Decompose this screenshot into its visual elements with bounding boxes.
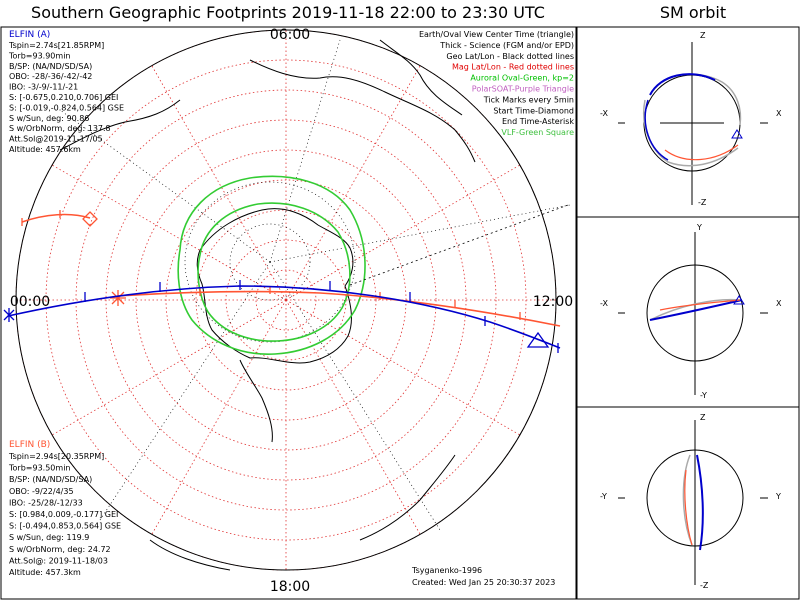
elfin-a-markers xyxy=(3,280,559,353)
elfin-b-markers xyxy=(21,210,521,320)
legend-entry: PolarSOAT-Purple Triangle xyxy=(472,85,574,94)
elfin-b-info-line: OBO: -9/22/4/35 xyxy=(9,487,74,496)
auroral-oval xyxy=(177,175,366,355)
elfin-a-center-triangle xyxy=(526,331,550,348)
elfin-a-name: ELFIN (A) xyxy=(9,30,50,40)
clock-label-left: 00:00 xyxy=(10,294,50,310)
clock-label-bottom: 18:00 xyxy=(270,579,310,595)
sm-axis-bottom: -Z xyxy=(698,198,707,207)
created-label: Created: Wed Jan 25 20:30:37 2023 xyxy=(412,578,555,587)
legend-entry: Mag Lat/Lon - Red dotted lines xyxy=(452,63,574,72)
geo-lat-lon-grid xyxy=(59,39,571,531)
sm-panel-yz-frame xyxy=(576,406,800,600)
sm-axis-top: Y xyxy=(696,223,702,232)
elfin-b-info: ELFIN (B) Tspin=2.94s[20.35RPM] Torb=93.5… xyxy=(8,440,121,577)
sm-axis-right: X xyxy=(776,299,782,308)
elfin-b-track xyxy=(21,213,561,327)
sm-axis-left: -X xyxy=(600,109,608,118)
elfin-b-info-line: B/SP: (NA/ND/SD/SA) xyxy=(9,475,92,484)
model-label: Tsyganenko-1996 xyxy=(411,566,482,575)
elfin-a-info-line: IBO: -3/-9/-11/-21 xyxy=(9,83,78,92)
sm-axis-top: Z xyxy=(700,31,706,40)
sm-axis-right: Y xyxy=(775,492,781,501)
elfin-b-info-line: S: [0.984,0.009,-0.177] GEI xyxy=(9,510,118,519)
sm-panel-xy: Y -Y -X X xyxy=(600,223,782,400)
elfin-b-end-asterisk xyxy=(110,290,126,306)
elfin-a-track xyxy=(7,285,561,349)
sm-axis-bottom: -Y xyxy=(700,391,707,400)
clock-label-top: 06:00 xyxy=(270,27,310,43)
elfin-a-info: ELFIN (A) Tspin=2.74s[21.85RPM]Torb=93.9… xyxy=(8,30,124,154)
clock-label-right: 12:00 xyxy=(533,294,573,310)
sm-orbit-title: SM orbit xyxy=(660,3,726,22)
elfin-b-info-line: Tspin=2.94s[20.35RPM] xyxy=(8,452,104,461)
elfin-b-info-line: Torb=93.50min xyxy=(8,464,70,473)
elfin-a-info-line: S: [-0.019,-0.824,0.564] GSE xyxy=(9,103,124,112)
legend-entry: VLF-Green Square xyxy=(501,128,574,137)
sm-axis-left: -Y xyxy=(600,492,607,501)
elfin-b-info-line: IBO: -25/28/-12/33 xyxy=(9,498,83,507)
earth-limb xyxy=(15,29,557,571)
figure-title: Southern Geographic Footprints 2019-11-1… xyxy=(31,3,545,22)
sm-axis-bottom: -Z xyxy=(700,581,709,590)
legend-entry: Geo Lat/Lon - Black dotted lines xyxy=(446,52,574,61)
elfin-a-info-line: S w/OrbNorm, deg: 137.8 xyxy=(9,124,111,133)
elfin-a-info-line: OBO: -28/-36/-42/-42 xyxy=(9,72,92,81)
elfin-b-name: ELFIN (B) xyxy=(9,440,50,450)
elfin-b-info-line: S: [-0.494,0.853,0.564] GSE xyxy=(9,522,121,531)
legend-entry: Thick - Science (FGM and/or EPD) xyxy=(439,41,574,50)
elfin-a-info-line: Altitude: 457.6km xyxy=(9,145,81,154)
legend-entry: Auroral Oval-Green, kp=2 xyxy=(470,74,574,83)
elfin-a-info-line: Torb=93.90min xyxy=(8,51,70,60)
elfin-b-info-line: Att.Sol@: 2019-11-18/03 xyxy=(9,556,108,565)
elfin-b-info-line: S w/OrbNorm, deg: 24.72 xyxy=(9,545,111,554)
polar-map: 06:00 00:00 12:00 18:00 ELFIN (A) Tspin=… xyxy=(3,27,574,595)
elfin-a-info-line: Att.Sol@2019-11-17/05 xyxy=(9,135,103,144)
sm-panel-xz-frame xyxy=(576,26,800,218)
map-frame xyxy=(0,26,577,600)
legend-entry: Earth/Oval View Center Time (triangle) xyxy=(419,30,574,39)
elfin-a-info-line: S w/Sun, deg: 90.86 xyxy=(9,114,89,123)
legend-entry: End Time-Asterisk xyxy=(502,117,574,126)
elfin-a-end-asterisk xyxy=(3,308,15,322)
sm-axis-top: Z xyxy=(700,413,706,422)
view-center-line xyxy=(349,204,569,286)
sm-axis-left: -X xyxy=(600,299,608,308)
elfin-a-info-line: B/SP: (NA/ND/SD/SA) xyxy=(9,62,92,71)
elfin-b-info-line: S w/Sun, deg: 119.9 xyxy=(9,533,89,542)
elfin-a-info-line: S: [-0.675,0.210,0.706] GEI xyxy=(9,93,118,102)
elfin-a-info-line: Tspin=2.74s[21.85RPM] xyxy=(8,41,104,50)
legend-entry: Tick Marks every 5min xyxy=(483,95,574,104)
legend: Earth/Oval View Center Time (triangle) Th… xyxy=(419,30,574,137)
coastlines xyxy=(59,39,476,571)
sm-axis-right: X xyxy=(776,109,782,118)
legend-entry: Start Time-Diamond xyxy=(493,106,574,115)
sm-panel-xz: Z -Z -X X xyxy=(600,31,782,207)
elfin-b-start-diamond xyxy=(82,211,98,227)
sm-panel-yz: Z -Z -Y Y xyxy=(600,413,781,590)
elfin-b-info-line: Altitude: 457.3km xyxy=(9,568,81,577)
